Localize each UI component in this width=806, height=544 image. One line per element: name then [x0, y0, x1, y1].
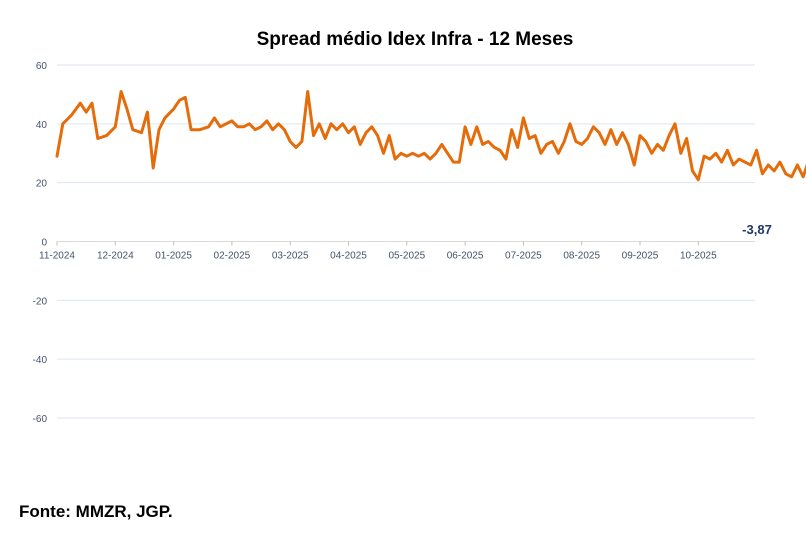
x-tick-label: 11-2024: [39, 251, 75, 262]
last-value-label: -3,87: [742, 222, 772, 237]
y-tick-label: 0: [41, 238, 47, 249]
x-tick-label: 01-2025: [155, 251, 192, 262]
x-tick-label: 02-2025: [214, 251, 251, 262]
x-tick-label: 05-2025: [388, 251, 425, 262]
y-tick-label: -40: [33, 355, 48, 366]
x-tick-label: 06-2025: [447, 251, 484, 262]
y-tick-label: 20: [36, 179, 48, 190]
x-tick-label: 08-2025: [563, 251, 600, 262]
y-tick-label: 60: [36, 61, 48, 72]
x-tick-label: 10-2025: [680, 251, 717, 262]
x-tick-label: 07-2025: [505, 251, 542, 262]
series-line: [55, 90, 806, 182]
grid-layer: [57, 64, 755, 419]
x-tick-label: 04-2025: [330, 251, 367, 262]
axis-layer: 60 40 20 0 -20 -40 -60 11-2024 12-2024 01-2025 02-…: [33, 61, 718, 425]
x-tick-label: 12-2024: [97, 251, 134, 262]
y-tick-label: -60: [33, 414, 48, 425]
y-tick-label: 40: [36, 120, 48, 131]
x-tick-label: 09-2025: [622, 251, 659, 262]
chart-title: Spread médio Idex Infra - 12 Meses: [257, 29, 574, 50]
source-note: Fonte: MMZR, JGP.: [19, 502, 173, 521]
y-tick-label: -20: [33, 296, 48, 307]
x-tick-label: 03-2025: [272, 251, 309, 262]
series-layer: [55, 90, 806, 182]
